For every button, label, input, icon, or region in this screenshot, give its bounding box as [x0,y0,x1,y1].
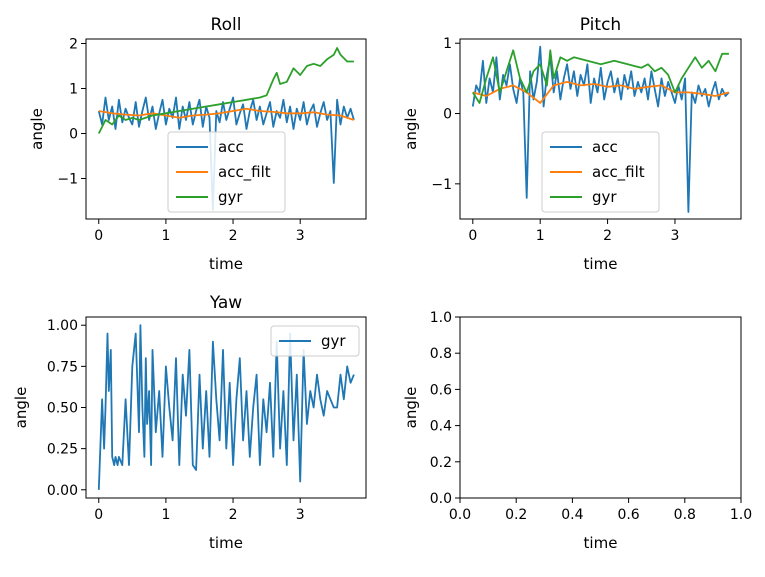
y-tick-label: 0.4 [430,419,452,435]
y-axis-label: angle [12,387,30,429]
x-tick-label: 2 [603,228,612,244]
legend-label-acc_filt: acc_filt [592,163,645,182]
x-tick-label: 1 [536,228,545,244]
axes-frame [85,38,367,220]
y-tick-label: 0 [443,107,452,123]
legend-box [270,325,360,357]
legend-box [167,131,286,213]
y-tick-label: 1.0 [430,310,452,326]
x-tick-label: 1 [161,507,170,523]
legend-label-acc: acc [218,138,244,156]
x-tick-label: 2 [229,507,238,523]
y-tick-label: −1 [57,172,78,188]
y-tick-label: 2 [69,37,78,53]
subplot-yaw: 0 1 2 3 0.00 0.25 0.50 0.75 1.00 Yaw time angle gyr [12,293,367,552]
axes-frame [459,316,742,499]
x-tick-label: 0.0 [449,507,471,523]
chart-title: Roll [211,15,242,35]
y-tick-label: 0.50 [47,401,78,417]
y-tick-label: 0.6 [430,382,452,398]
y-tick-label: 0 [69,127,78,143]
x-axis-label: time [209,255,243,273]
x-tick-label: 0.4 [561,507,583,523]
x-tick-label: 0 [94,228,103,244]
legend-label-acc_filt: acc_filt [218,163,271,182]
legend-box [541,131,660,213]
series-line-acc [97,96,355,211]
x-tick-label: 0.2 [505,507,527,523]
x-tick-label: 0.8 [674,507,696,523]
x-axis-label: time [584,255,618,273]
x-tick-label: 0 [468,228,477,244]
x-tick-label: 3 [296,507,305,523]
x-tick-label: 3 [296,228,305,244]
chart-title: Pitch [580,15,621,35]
subplot-empty: 0.0 0.2 0.4 0.6 0.8 1.0 0.0 0.2 0.4 0.6 0.8 1.0 time… [402,310,752,552]
y-tick-label: 1 [443,36,452,52]
x-tick-label: 3 [671,228,680,244]
y-tick-label: 0.8 [430,346,452,362]
y-tick-label: 1 [69,82,78,98]
series-line-acc_filt [98,107,355,121]
x-axis-label: time [209,534,243,552]
y-tick-label: 0.75 [47,359,78,375]
chart-title: Yaw [209,293,242,313]
legend-label-gyr: gyr [321,332,346,350]
x-axis-label: time [584,534,618,552]
legend: gyr [270,325,360,357]
series-line-acc [471,45,730,213]
series-line-gyr [472,49,729,104]
x-tick-label: 2 [229,228,238,244]
x-tick-label: 1 [161,228,170,244]
y-axis-label: angle [402,108,420,150]
y-tick-label: −1 [431,177,452,193]
y-axis-label: angle [28,108,46,150]
series-line-acc_filt [472,81,730,104]
series-line-gyr [97,324,355,490]
legend-label-gyr: gyr [592,188,617,206]
x-tick-label: 1.0 [730,507,752,523]
x-tick-label: 0.6 [617,507,639,523]
y-axis-label: angle [402,387,420,429]
y-tick-label: 0.2 [430,455,452,471]
legend-label-acc: acc [592,138,618,156]
axes-frame [459,38,742,220]
legend-label-gyr: gyr [218,188,243,206]
y-tick-label: 0.00 [47,483,78,499]
y-tick-label: 1.00 [47,318,78,334]
x-tick-label: 0 [94,507,103,523]
y-tick-label: 0.0 [430,491,452,507]
y-tick-label: 0.25 [47,442,78,458]
series-line-gyr [97,47,354,134]
